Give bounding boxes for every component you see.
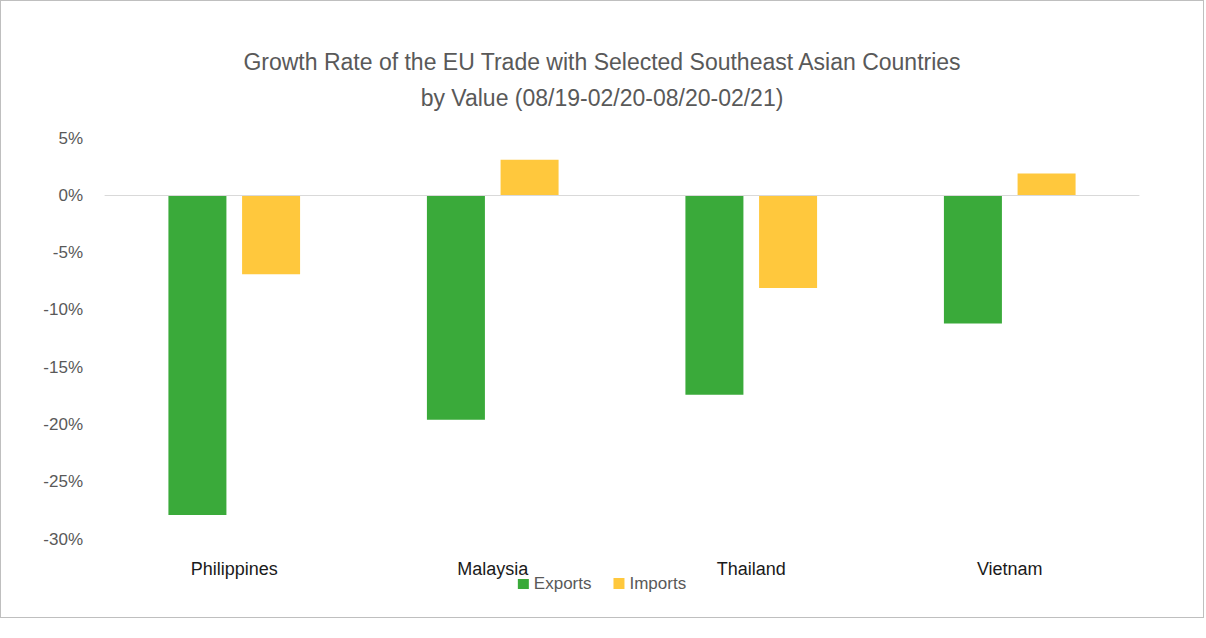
svg-text:0%: 0% <box>58 186 83 205</box>
svg-text:Thailand: Thailand <box>717 559 786 579</box>
svg-text:-20%: -20% <box>43 415 83 434</box>
svg-text:-10%: -10% <box>43 300 83 319</box>
svg-text:Vietnam: Vietnam <box>977 559 1043 579</box>
svg-text:-30%: -30% <box>43 530 83 549</box>
svg-text:Malaysia: Malaysia <box>457 559 529 579</box>
svg-text:-25%: -25% <box>43 472 83 491</box>
svg-text:Growth Rate of the EU Trade wi: Growth Rate of the EU Trade with Selecte… <box>243 49 960 75</box>
svg-text:5%: 5% <box>58 129 83 148</box>
svg-text:-5%: -5% <box>53 243 83 262</box>
svg-text:-15%: -15% <box>43 358 83 377</box>
svg-text:Philippines: Philippines <box>191 559 278 579</box>
svg-text:Exports: Exports <box>534 574 592 593</box>
svg-text:Imports: Imports <box>629 574 686 593</box>
svg-text:by Value (08/19-02/20-08/20-02: by Value (08/19-02/20-08/20-02/21) <box>421 85 784 111</box>
